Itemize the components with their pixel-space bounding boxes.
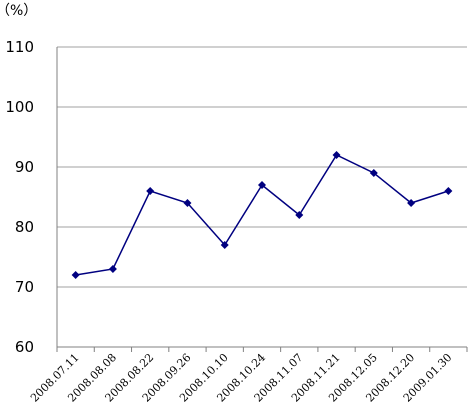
series-line bbox=[75, 154, 449, 276]
data-point-marker bbox=[258, 181, 266, 189]
gridlines bbox=[57, 46, 467, 288]
data-point-marker bbox=[407, 199, 416, 207]
y-tick-label: 90 bbox=[15, 158, 34, 176]
data-point-marker bbox=[108, 265, 117, 273]
y-tick-label: 110 bbox=[5, 38, 34, 56]
data-point-marker bbox=[183, 199, 192, 207]
y-tick-label: 100 bbox=[5, 98, 34, 116]
data-point-marker bbox=[332, 151, 341, 159]
y-tick-labels: 60 70 80 90 100 110 bbox=[5, 38, 34, 356]
y-tick-label: 70 bbox=[15, 278, 34, 296]
data-point-marker bbox=[146, 187, 155, 195]
x-tick-labels: 2008.07.112008.08.082008.08.222008.09.26… bbox=[28, 351, 454, 405]
data-point-marker bbox=[71, 271, 80, 279]
data-point-marker bbox=[220, 241, 229, 249]
y-tick-label: 80 bbox=[15, 218, 34, 236]
y-tick-label: 60 bbox=[15, 338, 34, 356]
data-point-marker bbox=[295, 211, 304, 219]
data-point-marker bbox=[369, 169, 378, 177]
y-axis-unit-label: （%） bbox=[0, 3, 37, 19]
data-point-marker bbox=[444, 187, 453, 195]
series-group bbox=[71, 151, 453, 279]
axes bbox=[56, 47, 468, 352]
